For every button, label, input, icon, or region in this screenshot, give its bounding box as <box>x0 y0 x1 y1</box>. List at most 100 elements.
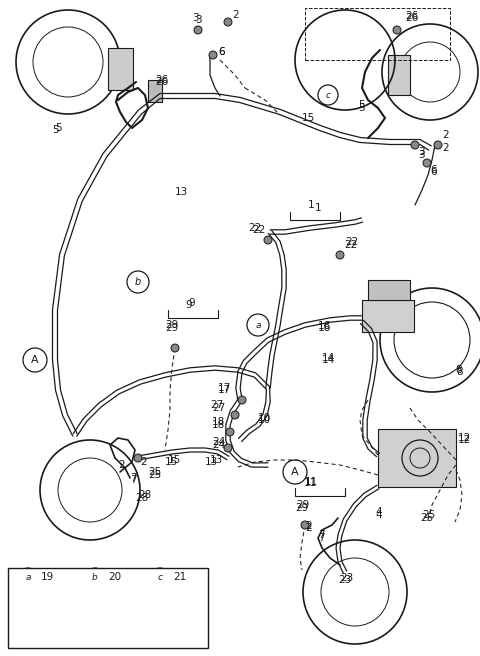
Text: 2: 2 <box>118 460 125 470</box>
Text: 5: 5 <box>55 123 61 133</box>
Text: c: c <box>157 573 163 581</box>
Text: 29: 29 <box>165 320 178 330</box>
Circle shape <box>238 396 246 404</box>
Circle shape <box>231 411 239 419</box>
Text: 15: 15 <box>168 455 181 465</box>
Text: 3: 3 <box>195 15 202 25</box>
Circle shape <box>171 344 179 352</box>
Text: 12: 12 <box>458 435 471 445</box>
Text: 22: 22 <box>248 223 261 233</box>
Text: 4: 4 <box>375 510 382 520</box>
Text: 27: 27 <box>210 400 223 410</box>
Text: 14: 14 <box>322 355 335 365</box>
Bar <box>368 280 410 300</box>
Text: 15: 15 <box>165 457 178 467</box>
Bar <box>82 590 122 632</box>
Text: 26: 26 <box>405 13 418 23</box>
Text: 29: 29 <box>165 323 178 333</box>
Text: 17: 17 <box>218 383 231 393</box>
Bar <box>8 568 208 648</box>
Text: 3: 3 <box>418 150 425 160</box>
Circle shape <box>393 26 401 34</box>
Bar <box>18 590 56 630</box>
Text: 14: 14 <box>322 353 335 363</box>
Text: c: c <box>325 91 331 100</box>
Text: 24: 24 <box>212 437 225 447</box>
Text: 25: 25 <box>148 470 161 480</box>
Text: 2: 2 <box>232 10 239 20</box>
Text: b: b <box>92 573 98 581</box>
Text: 3: 3 <box>418 147 425 157</box>
Text: 16: 16 <box>318 323 331 333</box>
Circle shape <box>209 51 217 59</box>
Text: 25: 25 <box>420 513 433 523</box>
Text: 17: 17 <box>218 385 231 395</box>
Text: 11: 11 <box>304 478 317 488</box>
Text: 4: 4 <box>375 507 382 517</box>
Text: 3: 3 <box>192 13 199 23</box>
Text: 22: 22 <box>252 225 265 235</box>
Text: 20: 20 <box>108 572 121 582</box>
Text: 7: 7 <box>130 473 137 483</box>
Text: 6: 6 <box>218 47 225 57</box>
Circle shape <box>264 236 272 244</box>
Text: 27: 27 <box>212 403 225 413</box>
Text: 22: 22 <box>344 240 357 250</box>
Text: 22: 22 <box>345 237 358 247</box>
Text: 26: 26 <box>405 11 418 21</box>
Text: 16: 16 <box>318 321 331 331</box>
Text: a: a <box>255 321 261 329</box>
Text: A: A <box>291 467 299 477</box>
Text: 2: 2 <box>305 521 312 531</box>
Text: 2: 2 <box>442 143 449 153</box>
Text: 25: 25 <box>148 467 161 477</box>
Bar <box>148 80 162 102</box>
Text: 28: 28 <box>138 490 151 500</box>
Circle shape <box>301 521 309 529</box>
Text: a: a <box>25 573 31 581</box>
Text: 29: 29 <box>296 500 309 510</box>
Text: 25: 25 <box>422 510 435 520</box>
Text: 7: 7 <box>318 533 324 543</box>
Text: 23: 23 <box>340 573 353 583</box>
Text: 23: 23 <box>338 575 351 585</box>
Text: 9: 9 <box>188 298 194 308</box>
Text: 8: 8 <box>455 365 462 375</box>
Text: 15: 15 <box>302 113 315 123</box>
Text: 26: 26 <box>155 75 168 85</box>
Text: 2: 2 <box>442 130 449 140</box>
Circle shape <box>336 251 344 259</box>
Circle shape <box>423 159 431 167</box>
Bar <box>148 590 184 630</box>
Text: 1: 1 <box>315 203 322 213</box>
Text: 13: 13 <box>210 455 223 465</box>
Text: 10: 10 <box>258 415 271 425</box>
Text: 28: 28 <box>135 493 148 503</box>
Text: 2: 2 <box>140 457 146 467</box>
Text: A: A <box>31 355 39 365</box>
Circle shape <box>434 141 442 149</box>
Circle shape <box>226 428 234 436</box>
Text: b: b <box>135 277 141 287</box>
Text: 26: 26 <box>155 77 168 87</box>
Circle shape <box>194 26 202 34</box>
Circle shape <box>224 444 232 452</box>
Text: 10: 10 <box>258 413 271 423</box>
Text: 1: 1 <box>308 200 314 210</box>
Text: 21: 21 <box>173 572 186 582</box>
Text: 6: 6 <box>430 167 437 177</box>
Text: 19: 19 <box>41 572 54 582</box>
Text: 2: 2 <box>305 523 312 533</box>
Text: 11: 11 <box>305 477 318 487</box>
Text: 5: 5 <box>52 125 59 135</box>
Text: 8: 8 <box>456 367 463 377</box>
Circle shape <box>134 454 142 462</box>
Text: 7: 7 <box>318 530 324 540</box>
Bar <box>378 429 456 487</box>
Text: 6: 6 <box>430 165 437 175</box>
Text: 5: 5 <box>358 103 365 113</box>
Text: 6: 6 <box>218 47 225 57</box>
Text: 7: 7 <box>130 475 137 485</box>
Text: 9: 9 <box>185 300 192 310</box>
Bar <box>305 8 450 60</box>
